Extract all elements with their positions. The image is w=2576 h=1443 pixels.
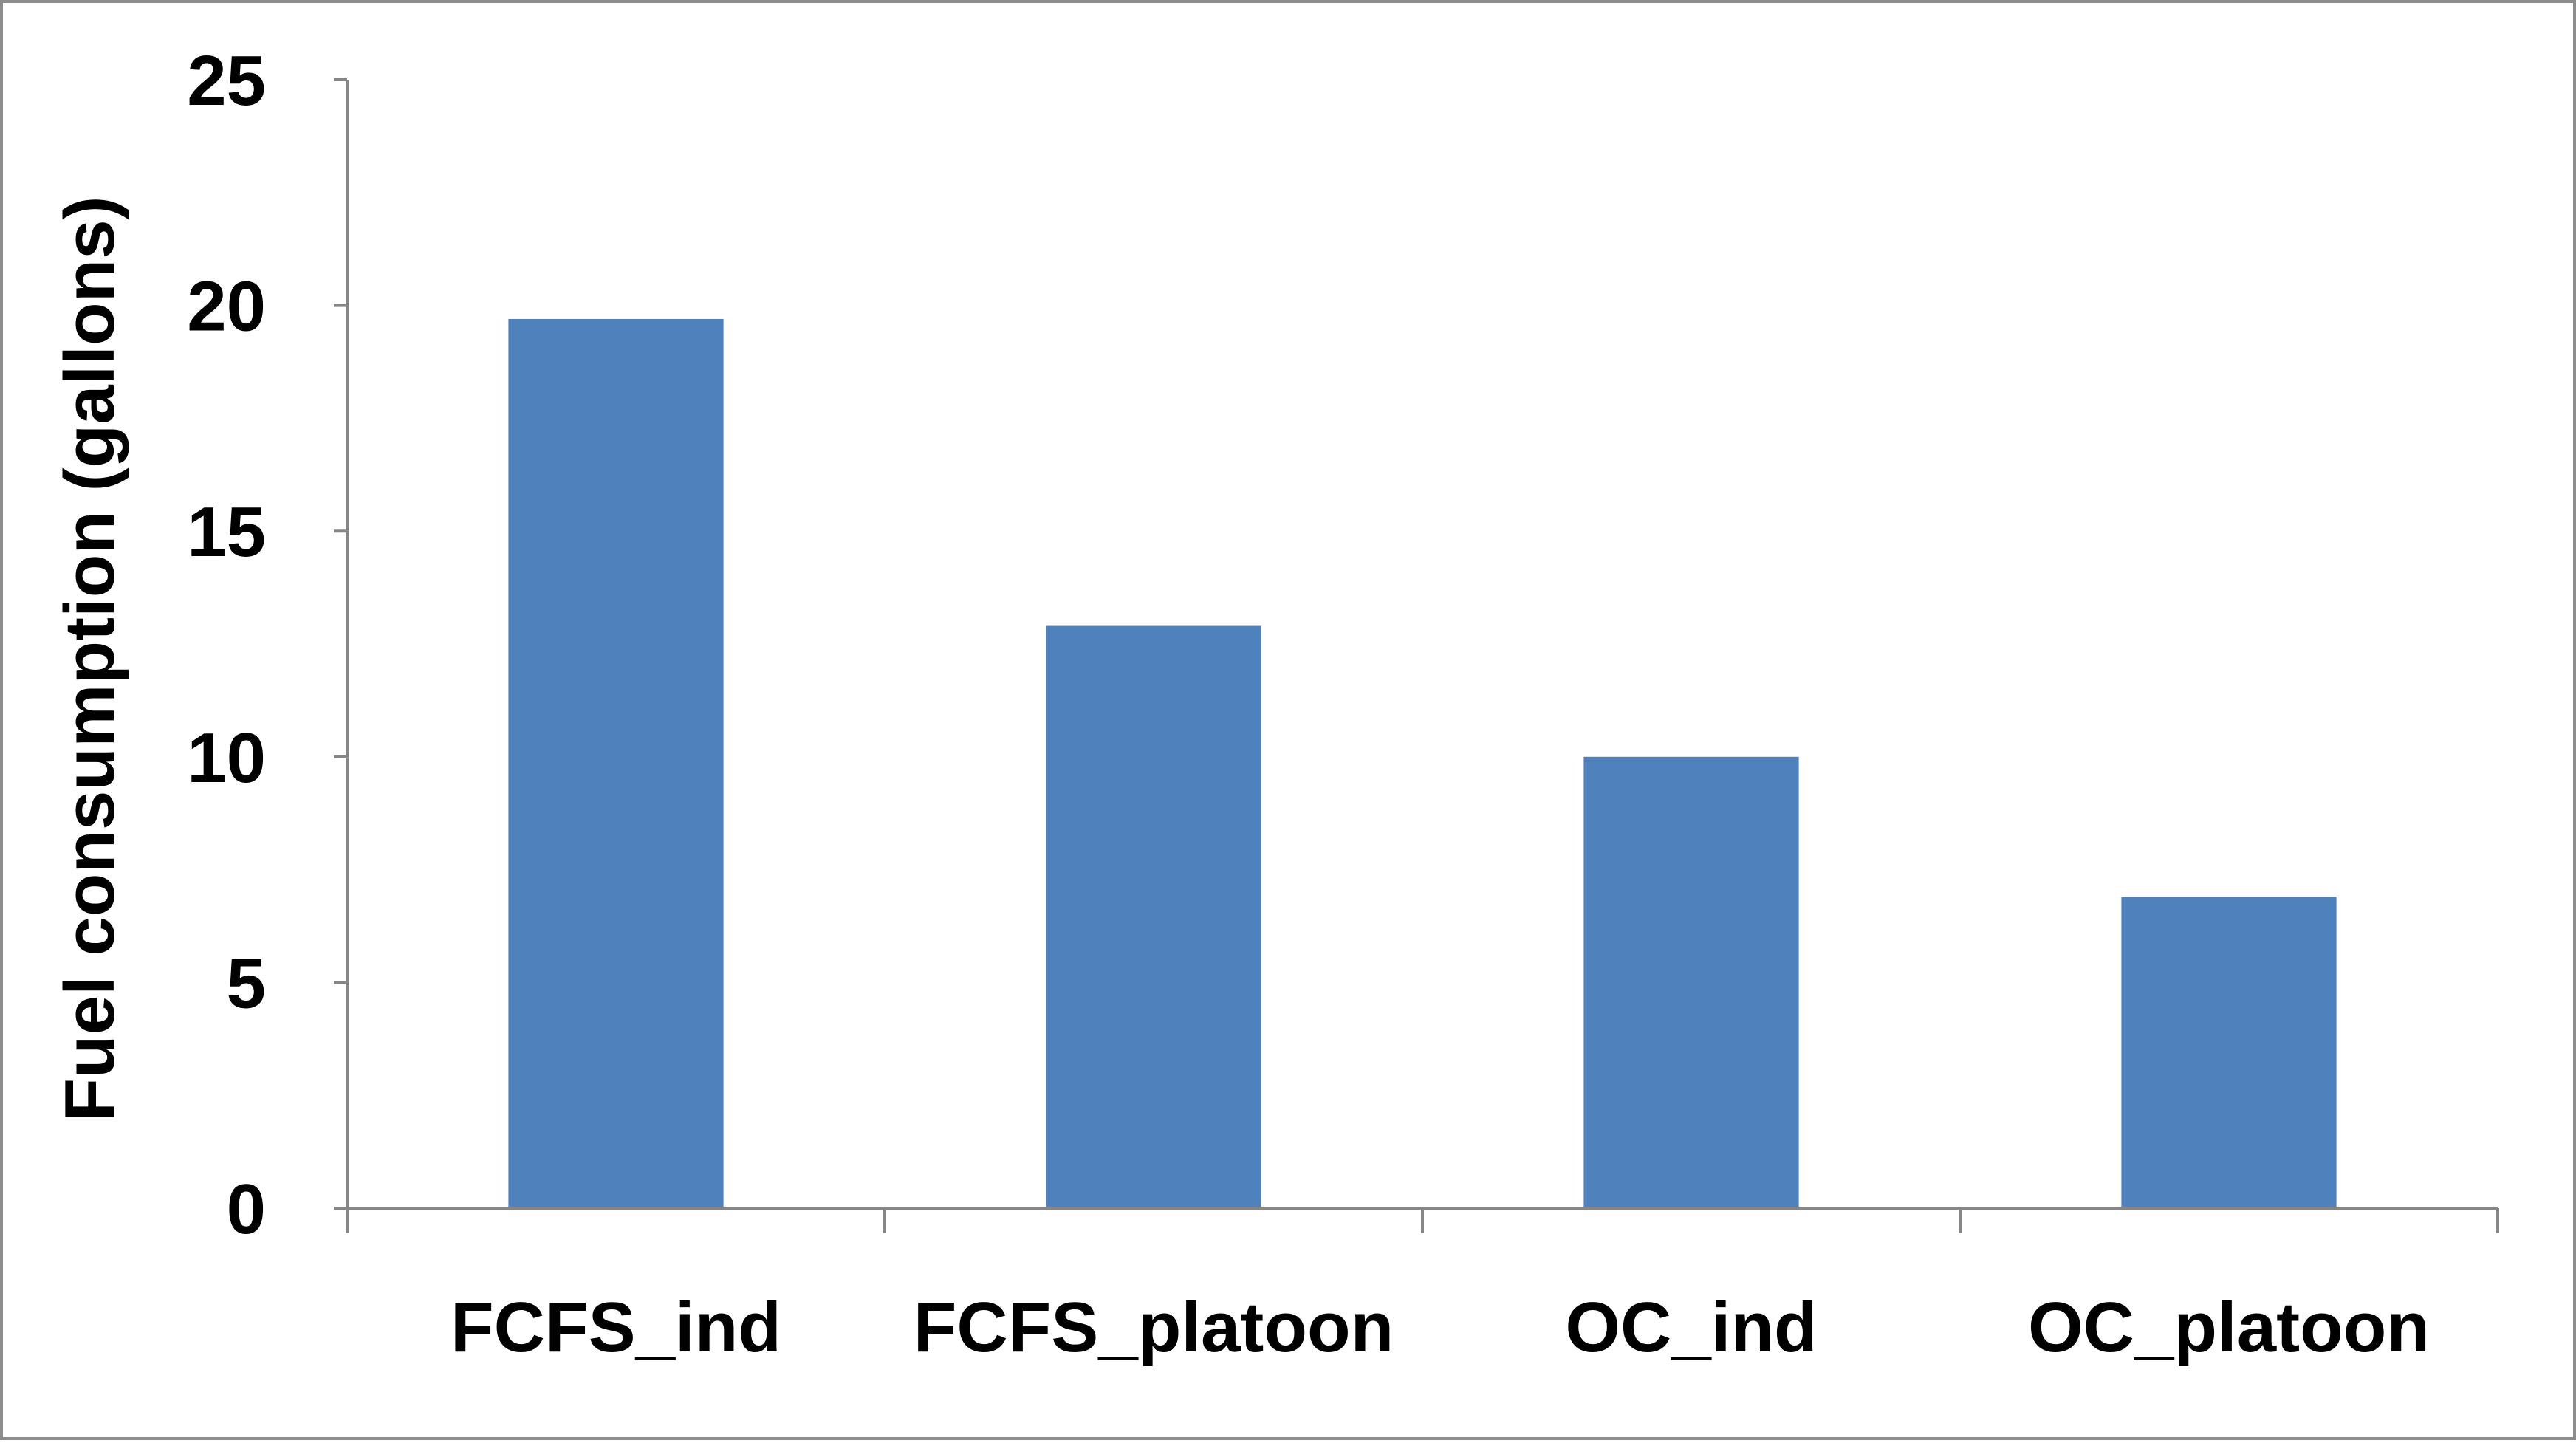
x-category-label: FCFS_ind: [451, 1288, 781, 1367]
bar-fcfs-platoon: [1046, 625, 1261, 1208]
x-category-label: OC_platoon: [2028, 1288, 2430, 1367]
y-tick-labels: 0 5 10 15 20 25: [187, 41, 266, 1249]
bar-chart: 0 5 10 15 20 25 FCFS_ind FCFS_platoon OC_ind OC_…: [50, 41, 2499, 1367]
x-category-label: OC_ind: [1565, 1288, 1817, 1367]
y-tick-label: 0: [227, 1170, 266, 1249]
x-category-labels: FCFS_ind FCFS_platoon OC_ind OC_platoon: [451, 1288, 2430, 1367]
bar-oc-platoon: [2121, 897, 2337, 1208]
y-tick-label: 20: [187, 267, 266, 346]
y-tick-label: 15: [187, 493, 266, 572]
y-tick-label: 25: [187, 41, 266, 120]
x-category-label: FCFS_platoon: [914, 1288, 1394, 1367]
y-tick-label: 5: [227, 944, 266, 1023]
bar-fcfs-ind: [508, 318, 724, 1208]
bars-group: [508, 318, 2337, 1208]
y-axis-title: Fuel consumption (gallons): [50, 196, 129, 1121]
y-tick-label: 10: [187, 719, 266, 798]
bar-oc-ind: [1583, 756, 1799, 1208]
axes-group: [334, 78, 2499, 1233]
